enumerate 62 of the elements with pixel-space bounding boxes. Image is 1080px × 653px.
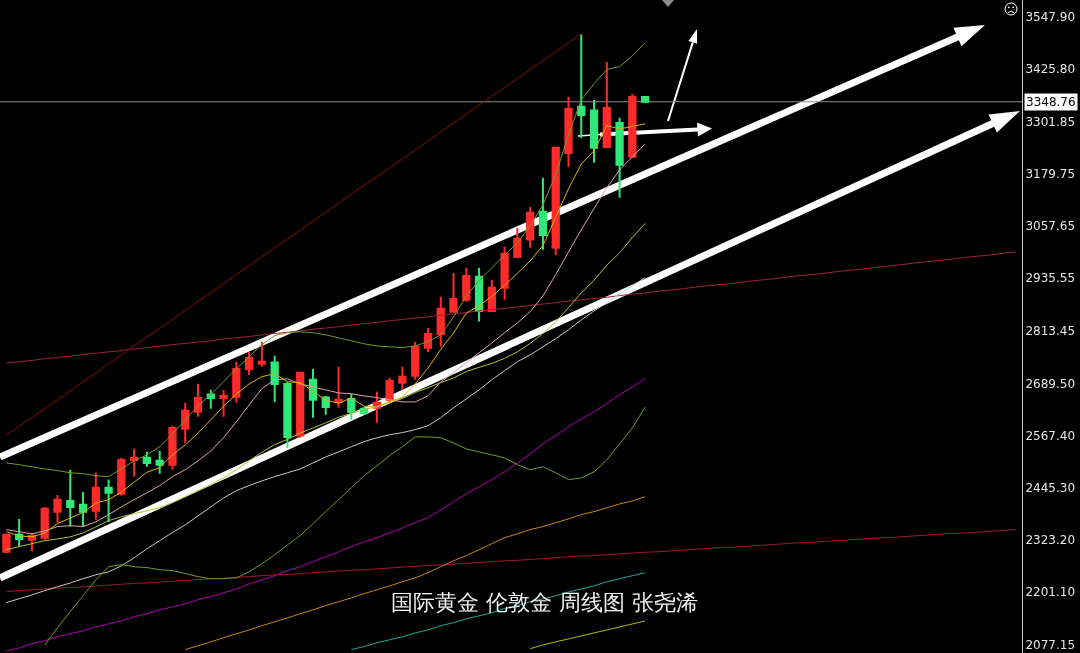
y-tick-label: 3179.75 [1025, 167, 1076, 182]
candlestick [398, 365, 407, 391]
candlestick [411, 340, 420, 381]
y-tick-label: 2077.15 [1025, 638, 1076, 653]
y-tick-label: 2813.45 [1025, 323, 1076, 338]
candlestick [564, 95, 573, 168]
candlestick [462, 266, 471, 303]
candlestick [104, 478, 113, 523]
line-series [5, 251, 1017, 364]
candlestick [219, 388, 228, 418]
y-tick-label: 3547.90 [1025, 9, 1076, 24]
candlestick [577, 33, 586, 139]
y-tick-label: 2935.55 [1025, 271, 1076, 286]
candlestick [181, 401, 190, 444]
candlestick [334, 365, 343, 409]
candlestick [602, 60, 611, 149]
candlestick [53, 493, 62, 524]
y-tick-label: 3301.85 [1025, 114, 1076, 129]
candlestick [155, 449, 164, 475]
y-tick-label: 2201.10 [1025, 585, 1076, 600]
candlestick [244, 350, 254, 376]
line-series [529, 620, 646, 650]
y-tick-label: 2445.30 [1025, 480, 1076, 495]
y-tick-label: 2567.40 [1025, 428, 1076, 443]
line-series [5, 529, 1017, 592]
candlestick [551, 145, 560, 256]
candlestick [513, 226, 522, 259]
annotation: 国际黄金 伦敦金 周线图 张尧浠 [391, 590, 698, 615]
candlestick [436, 295, 445, 348]
candlestick [347, 392, 356, 421]
candlestick [500, 245, 509, 301]
candlestick [232, 360, 241, 404]
y-tick-label: 3425.80 [1025, 62, 1076, 77]
candlestick [526, 205, 535, 249]
candlestick [641, 95, 650, 104]
ref-line-label: 3348.76 [1026, 95, 1076, 109]
candlestick [27, 531, 37, 552]
candlestick [66, 468, 75, 528]
candlestick [270, 354, 279, 403]
candlestick [615, 116, 624, 199]
y-tick-label: 3057.65 [1025, 219, 1076, 234]
candlestick [2, 532, 11, 555]
candlestick [193, 382, 203, 418]
candlestick [308, 367, 318, 419]
y-tick-label: 2689.50 [1025, 376, 1076, 391]
candlestick [589, 98, 599, 164]
candlestick [91, 471, 100, 521]
line-series [5, 42, 646, 478]
candlestick [168, 424, 177, 471]
candlestick [423, 326, 433, 353]
candlestick [296, 370, 305, 439]
candlestick [538, 176, 548, 251]
candlestick [628, 92, 637, 160]
y-tick-label: 2323.20 [1025, 532, 1076, 547]
candlestick [449, 271, 458, 314]
candlestick [283, 380, 292, 449]
line-series [5, 33, 582, 436]
candlestick [78, 490, 88, 528]
candlestick [142, 450, 152, 468]
candlestick [257, 340, 267, 368]
line-series [5, 222, 646, 551]
candlestick [130, 447, 139, 478]
